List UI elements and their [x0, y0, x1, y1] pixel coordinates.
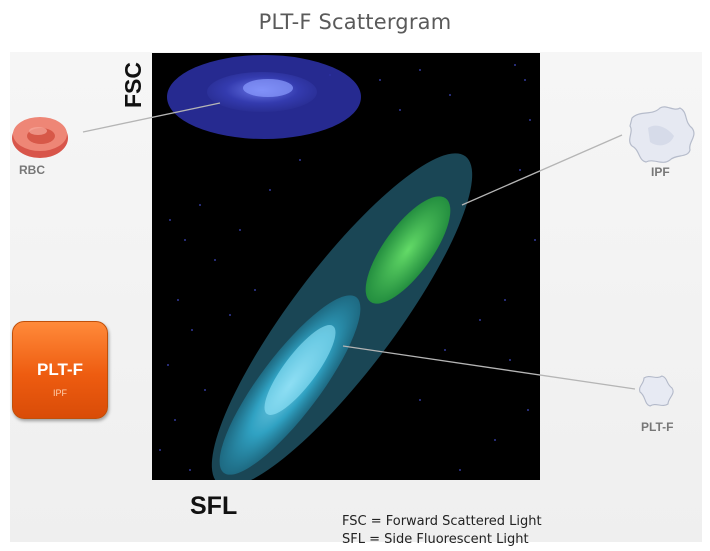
plt-f-channel-title: PLT-F: [37, 360, 83, 379]
rbc-label: RBC: [19, 163, 45, 177]
rbc-pointer-line: [82, 102, 221, 133]
plt-f-pointer-line: [342, 345, 636, 390]
ipf-pointer-line: [461, 134, 623, 206]
legend-fsc: FSC = Forward Scattered Light: [342, 514, 542, 529]
plt-f-channel-box: PLT-F IPF: [12, 321, 108, 419]
ipf-cluster: [365, 196, 451, 304]
plt-f-channel-subtitle: IPF: [52, 388, 67, 398]
plt-f-cell-icon: [639, 375, 674, 407]
ipf-cell-icon: [629, 106, 695, 163]
rbc-cell-icon: [12, 117, 68, 158]
y-axis-label: FSC: [120, 62, 146, 108]
legend-sfl: SFL = Side Fluorescent Light: [342, 532, 529, 547]
noise-dots: [159, 64, 536, 471]
plt-f-label: PLT-F: [641, 420, 674, 434]
chart-title: PLT-F Scattergram: [258, 10, 452, 34]
ipf-label: IPF: [651, 165, 670, 179]
x-axis-label: SFL: [190, 492, 238, 520]
